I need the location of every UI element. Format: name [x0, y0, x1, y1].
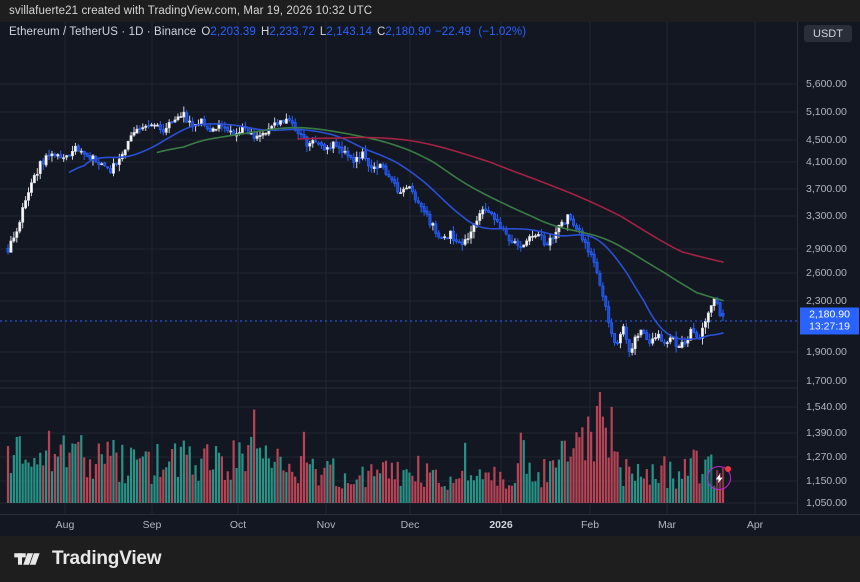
time-tick: 2026: [489, 519, 513, 531]
watermark-text: svillafuerte21 created with TradingView.…: [9, 5, 373, 17]
price-tick: 2,300.00: [806, 295, 847, 307]
price-tick: 1,540.00: [806, 401, 847, 413]
current-price-value: 2,180.90: [809, 308, 850, 321]
legend-high-value: 2,233.72: [269, 26, 315, 38]
current-price-time: 13:27:19: [809, 320, 850, 333]
price-tick: 4,100.00: [806, 156, 847, 168]
price-tick: 1,150.00: [806, 475, 847, 487]
tradingview-logo: TradingView: [14, 548, 162, 570]
watermark-bar: svillafuerte21 created with TradingView.…: [0, 0, 860, 22]
chart-legend: Ethereum / TetherUS · 1D · Binance O2,203…: [9, 26, 526, 38]
legend-change-abs: −22.49: [434, 26, 472, 38]
price-tick: 1,900.00: [806, 346, 847, 358]
alert-badge-dot: [725, 466, 731, 472]
legend-symbol[interactable]: Ethereum / TetherUS: [9, 26, 119, 38]
legend-sep-2: ·: [143, 26, 155, 38]
chart-container[interactable]: Ethereum / TetherUS · 1D · Binance O2,203…: [0, 22, 860, 536]
time-tick: Aug: [55, 519, 75, 531]
alert-button[interactable]: [707, 466, 731, 490]
current-price-badge[interactable]: 2,180.90 13:27:19: [800, 307, 859, 335]
price-tick: 2,900.00: [806, 243, 847, 255]
legend-low-label: L: [319, 26, 327, 38]
price-tick: 5,600.00: [806, 78, 847, 90]
legend-close-label: C: [377, 26, 386, 38]
time-scale[interactable]: Aug Sep Oct Nov Dec 2026 Feb Mar Apr: [0, 514, 860, 536]
plot-area[interactable]: [0, 22, 797, 514]
time-tick: Nov: [316, 519, 336, 531]
price-scale[interactable]: USDT 5,600.00 5,100.00 4,500.00 4,100.00 3,7…: [797, 22, 860, 536]
time-tick: Mar: [657, 519, 677, 531]
time-tick: Sep: [142, 519, 162, 531]
time-tick: Dec: [400, 519, 420, 531]
time-tick: Feb: [580, 519, 600, 531]
grid-lines: [0, 22, 797, 514]
currency-unit-badge[interactable]: USDT: [804, 25, 852, 42]
legend-sep-1: ·: [118, 26, 129, 38]
time-tick: Oct: [229, 519, 247, 531]
legend-exchange[interactable]: Binance: [154, 26, 197, 38]
price-tick: 1,700.00: [806, 375, 847, 387]
legend-high-label: H: [260, 26, 270, 38]
legend-open-label: O: [201, 26, 211, 38]
price-tick: 2,600.00: [806, 267, 847, 279]
legend-interval[interactable]: 1D: [128, 26, 144, 38]
legend-low-value: 2,143.14: [326, 26, 372, 38]
price-tick: 3,700.00: [806, 183, 847, 195]
brand-bar: TradingView: [0, 536, 860, 582]
price-series: [0, 106, 797, 503]
price-tick: 4,500.00: [806, 134, 847, 146]
legend-open-value: 2,203.39: [210, 26, 256, 38]
legend-close-value: 2,180.90: [385, 26, 431, 38]
price-tick: 1,050.00: [806, 497, 847, 509]
time-tick: Apr: [746, 519, 764, 531]
legend-change-pct: (−1.02%): [478, 26, 527, 38]
price-tick: 5,100.00: [806, 106, 847, 118]
lightning-bolt-icon: [715, 473, 723, 483]
price-tick: 3,300.00: [806, 210, 847, 222]
price-tick: 1,270.00: [806, 451, 847, 463]
tradingview-logo-icon: [14, 553, 40, 565]
price-tick: 1,390.00: [806, 427, 847, 439]
brand-name: TradingView: [52, 548, 162, 569]
